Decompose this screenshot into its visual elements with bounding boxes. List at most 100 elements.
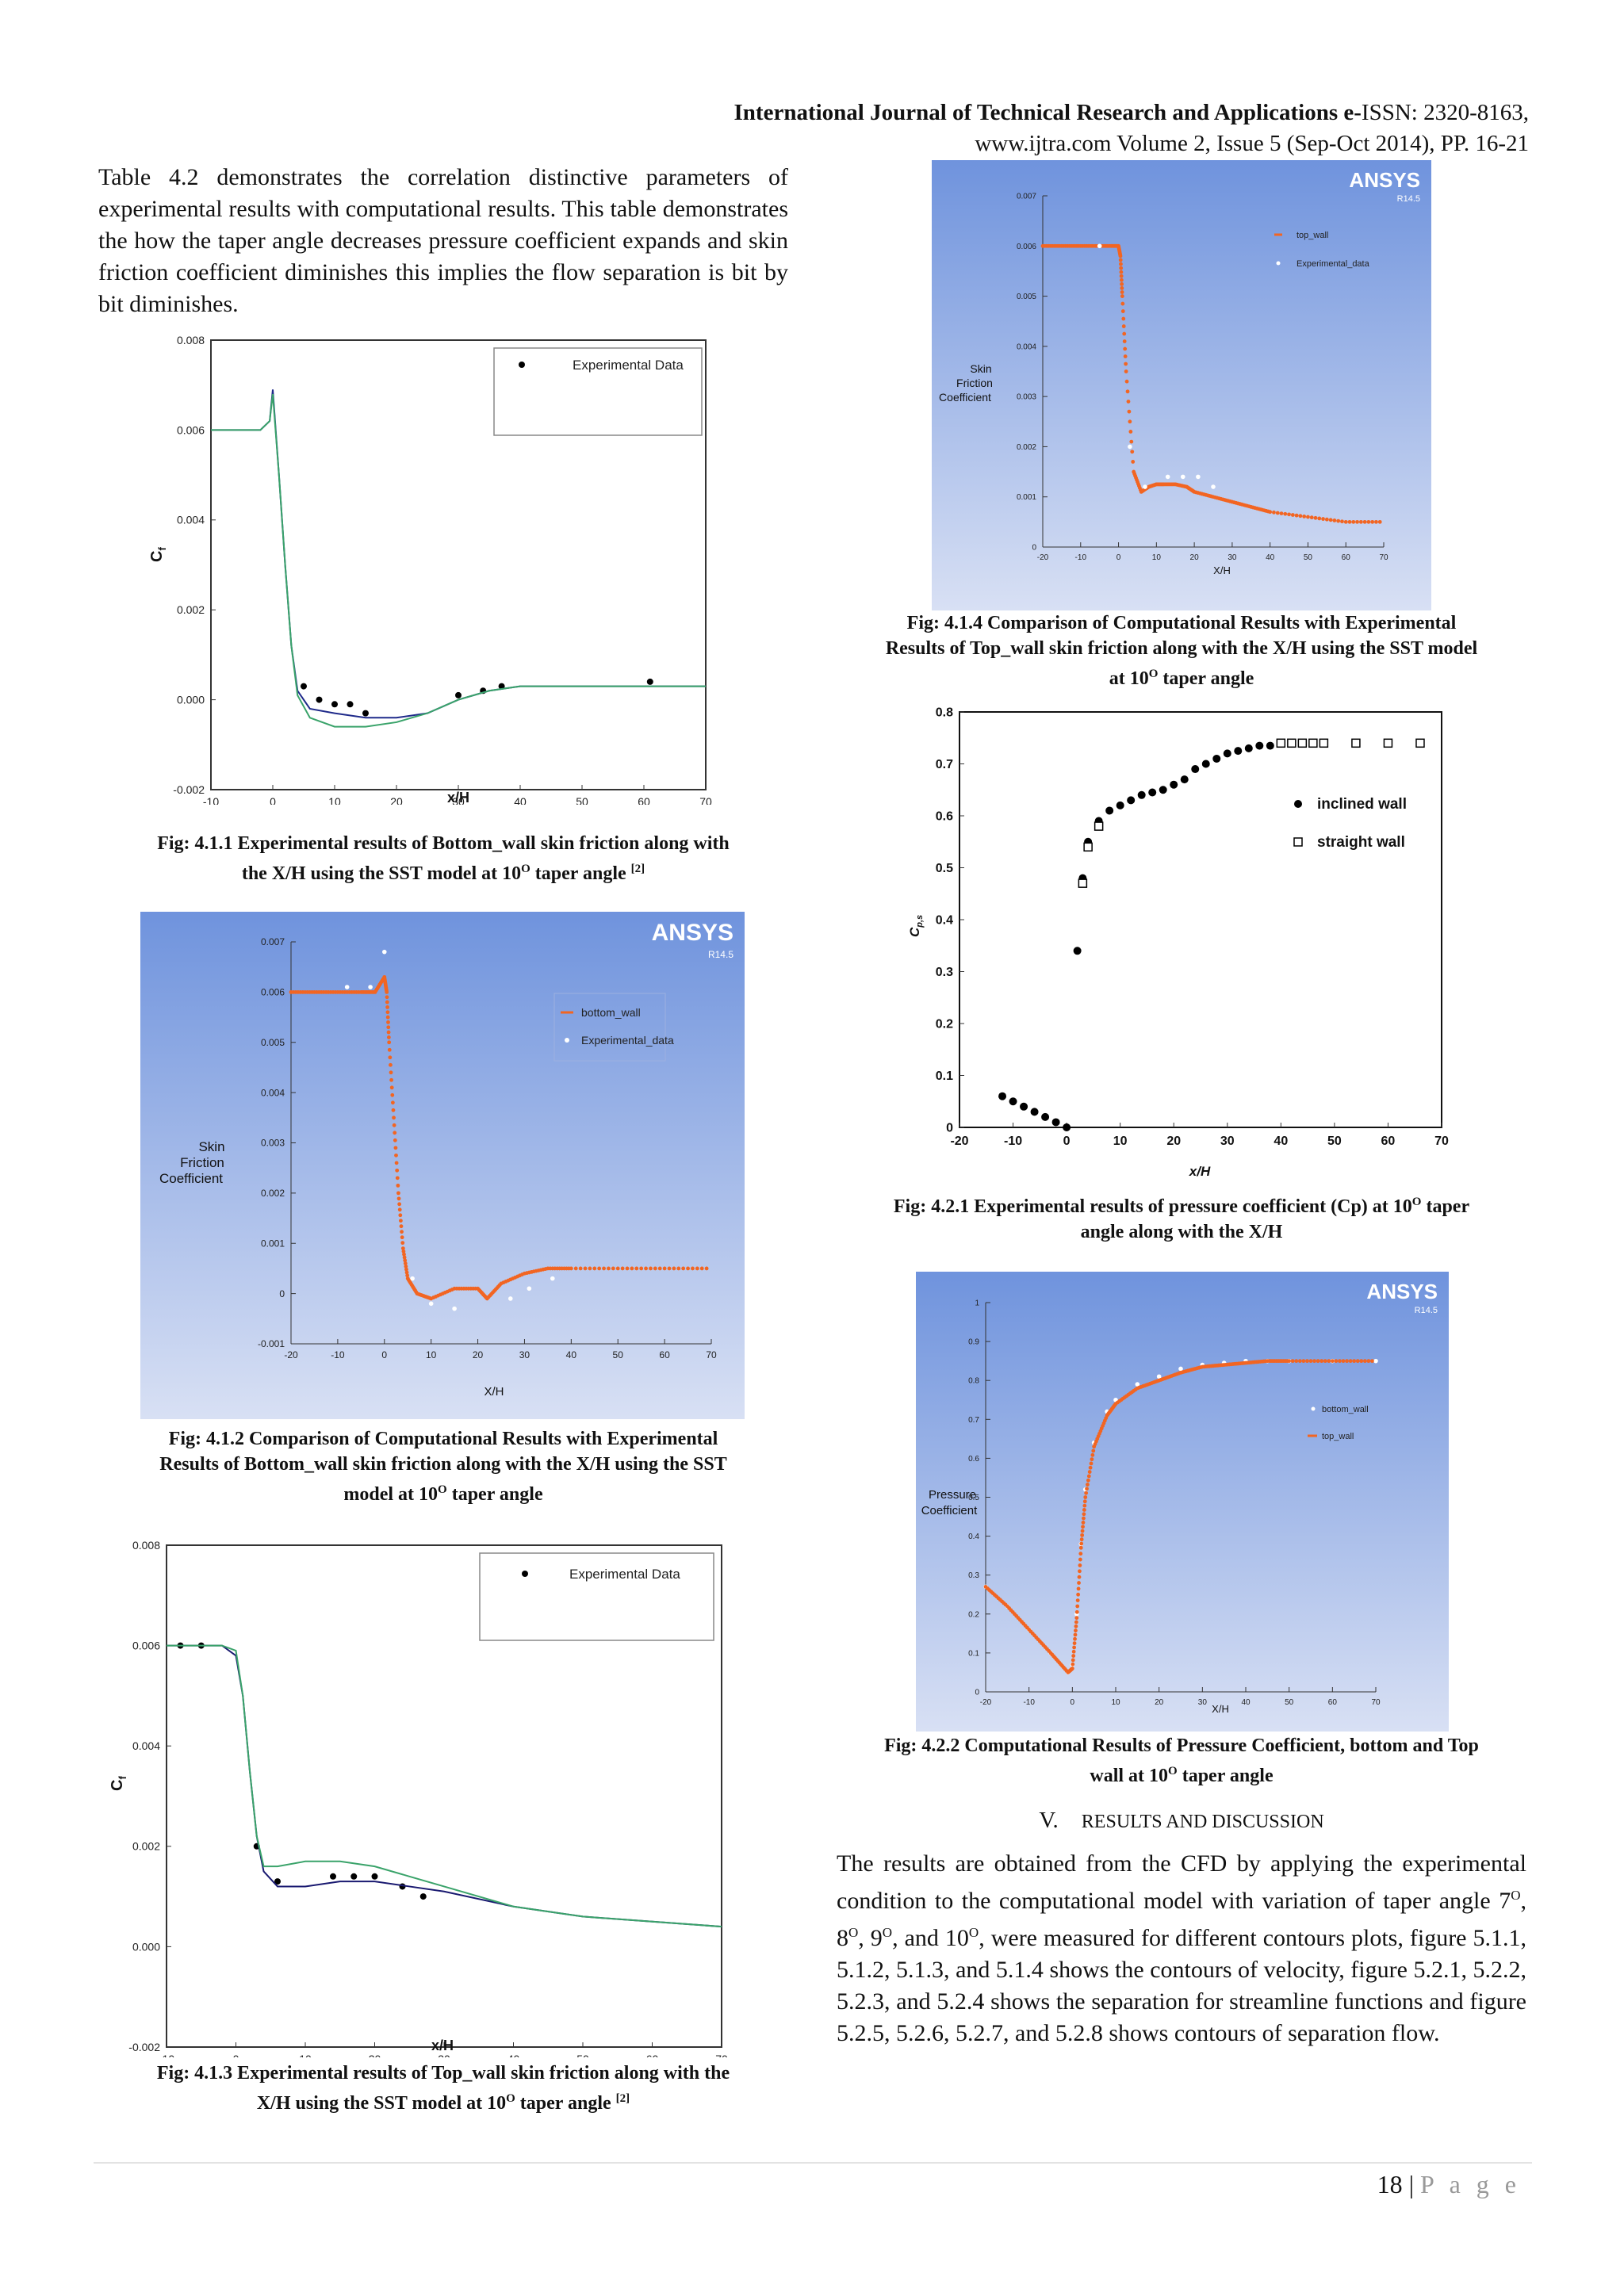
x-tick-label: 70 <box>1434 1135 1449 1148</box>
x-tick-label: 0 <box>1116 553 1121 562</box>
experimental-point <box>381 949 387 955</box>
x-tick-label: 0 <box>270 795 276 805</box>
series-point <box>1082 1508 1086 1512</box>
legend-label: inclined wall <box>1317 796 1407 813</box>
series-point <box>403 1261 408 1265</box>
y-tick-label: 0.3 <box>968 1571 979 1580</box>
caption-4-1-2: Fig: 4.1.2 Comparison of Computational R… <box>159 1429 727 1505</box>
x-tick-label: 0 <box>1063 1135 1071 1148</box>
series-point <box>1073 1632 1078 1637</box>
experimental-point <box>1156 1374 1162 1380</box>
x-tick-label: 60 <box>646 2053 659 2057</box>
figure-4-1-1: Experimental Data 0.008 0.006 0.004 0.002 0.… <box>151 334 712 805</box>
x-tick-label: -10 <box>1023 1698 1035 1707</box>
x-tick-label: 50 <box>1285 1698 1294 1707</box>
series-point <box>653 1266 657 1271</box>
series-point <box>1080 1533 1085 1537</box>
ansys-background <box>916 1272 1449 1732</box>
series-point <box>1119 277 1124 282</box>
series-point <box>396 1191 400 1196</box>
section-heading: V. RESULTS AND DISCUSSION <box>825 1808 1538 1834</box>
series-point <box>1123 346 1128 351</box>
x-tick-label: 30 <box>438 2053 450 2057</box>
data-point-straight <box>1308 738 1318 748</box>
series-point <box>1121 324 1126 328</box>
series-point <box>681 1266 686 1271</box>
series-point <box>393 1138 397 1142</box>
x-tick-label: 60 <box>638 795 650 805</box>
series-point <box>385 1000 389 1004</box>
data-point <box>301 683 307 690</box>
ansys-background <box>140 912 745 1419</box>
data-point-straight <box>1083 842 1093 852</box>
series-point <box>1071 1654 1076 1658</box>
y-tick-label: 0 <box>946 1122 953 1135</box>
experimental-point <box>1211 484 1216 489</box>
caption-4-2-2: Fig: 4.2.2 Computational Results of Pres… <box>884 1735 1479 1786</box>
data-point-straight <box>1383 738 1393 748</box>
series-point <box>1072 1645 1077 1650</box>
series-point <box>1072 1641 1077 1646</box>
series-point <box>1370 1359 1374 1364</box>
legend-marker <box>1311 1406 1316 1411</box>
series-point <box>649 1266 653 1271</box>
y-axis-label: Cf <box>111 1776 128 1791</box>
series-point <box>1075 1598 1080 1603</box>
x-tick-label: 30 <box>519 1349 530 1360</box>
experimental-point <box>1373 1358 1378 1364</box>
series-point <box>1071 1649 1076 1654</box>
series-point <box>1082 1516 1086 1521</box>
y-axis-label: Cf <box>151 547 168 562</box>
series-point <box>1330 1359 1335 1364</box>
series-point <box>1127 409 1132 414</box>
y-tick-label: 0.003 <box>1017 393 1036 402</box>
series-point <box>396 1196 401 1201</box>
data-point <box>316 696 323 703</box>
x-tick-label: 70 <box>1371 1698 1381 1707</box>
series-point <box>662 1266 667 1271</box>
series-line <box>167 1644 722 1928</box>
series-point <box>1071 1658 1075 1663</box>
data-point-inclined <box>1051 1118 1060 1127</box>
x-tick-label: 40 <box>566 1349 577 1360</box>
data-point-inclined <box>1009 1097 1017 1106</box>
data-point-straight <box>1319 738 1329 748</box>
y-axis-label-line: Pressure <box>929 1488 976 1502</box>
y-axis-label-line: Skin <box>970 362 991 375</box>
x-tick-label: 60 <box>659 1349 670 1360</box>
series-point <box>1121 316 1126 321</box>
y-tick-label: 0.006 <box>261 987 285 998</box>
data-point <box>646 678 653 685</box>
ansys-version: R14.5 <box>1415 1306 1438 1315</box>
x-axis-label: X/H <box>1212 1703 1229 1715</box>
page-number: 18 | P a g e <box>1377 2170 1521 2198</box>
series-point <box>1129 439 1134 444</box>
series-point <box>386 1035 391 1039</box>
series-point <box>625 1266 630 1271</box>
series-point <box>1083 1495 1088 1499</box>
x-tick-label: 40 <box>1266 553 1275 562</box>
series-point <box>1272 510 1276 515</box>
section-title: RESULTS AND DISCUSSION <box>1081 1812 1324 1832</box>
experimental-point <box>452 1306 457 1311</box>
series-point <box>676 1266 681 1271</box>
series-point <box>1320 1359 1324 1364</box>
x-axis-label: X/H <box>484 1385 504 1399</box>
series-point <box>1074 1624 1078 1628</box>
series-point <box>602 1266 606 1271</box>
y-tick-label: 0.003 <box>261 1138 285 1149</box>
figure-4-2-2: ANSYS R14.5 1 0.9 0.8 0.7 0.6 0.5 0.4 0.3 0.2 0.1… <box>916 1272 1449 1732</box>
ansys-version: R14.5 <box>1397 194 1420 204</box>
series-point <box>391 1108 396 1112</box>
series-point <box>634 1266 639 1271</box>
experimental-point <box>1196 474 1201 480</box>
data-point-inclined <box>1020 1102 1028 1111</box>
series-point <box>597 1266 602 1271</box>
series-point <box>389 1085 394 1090</box>
legend-label: straight wall <box>1317 834 1405 851</box>
series-point <box>1089 1461 1094 1466</box>
y-axis-label-line: Friction <box>956 377 993 389</box>
x-tick-label: 40 <box>508 2053 520 2057</box>
footer-rule <box>94 2162 1532 2164</box>
figure-4-1-4: ANSYS R14.5 0.007 0.006 0.005 0.004 0.003 0.0… <box>932 160 1431 610</box>
